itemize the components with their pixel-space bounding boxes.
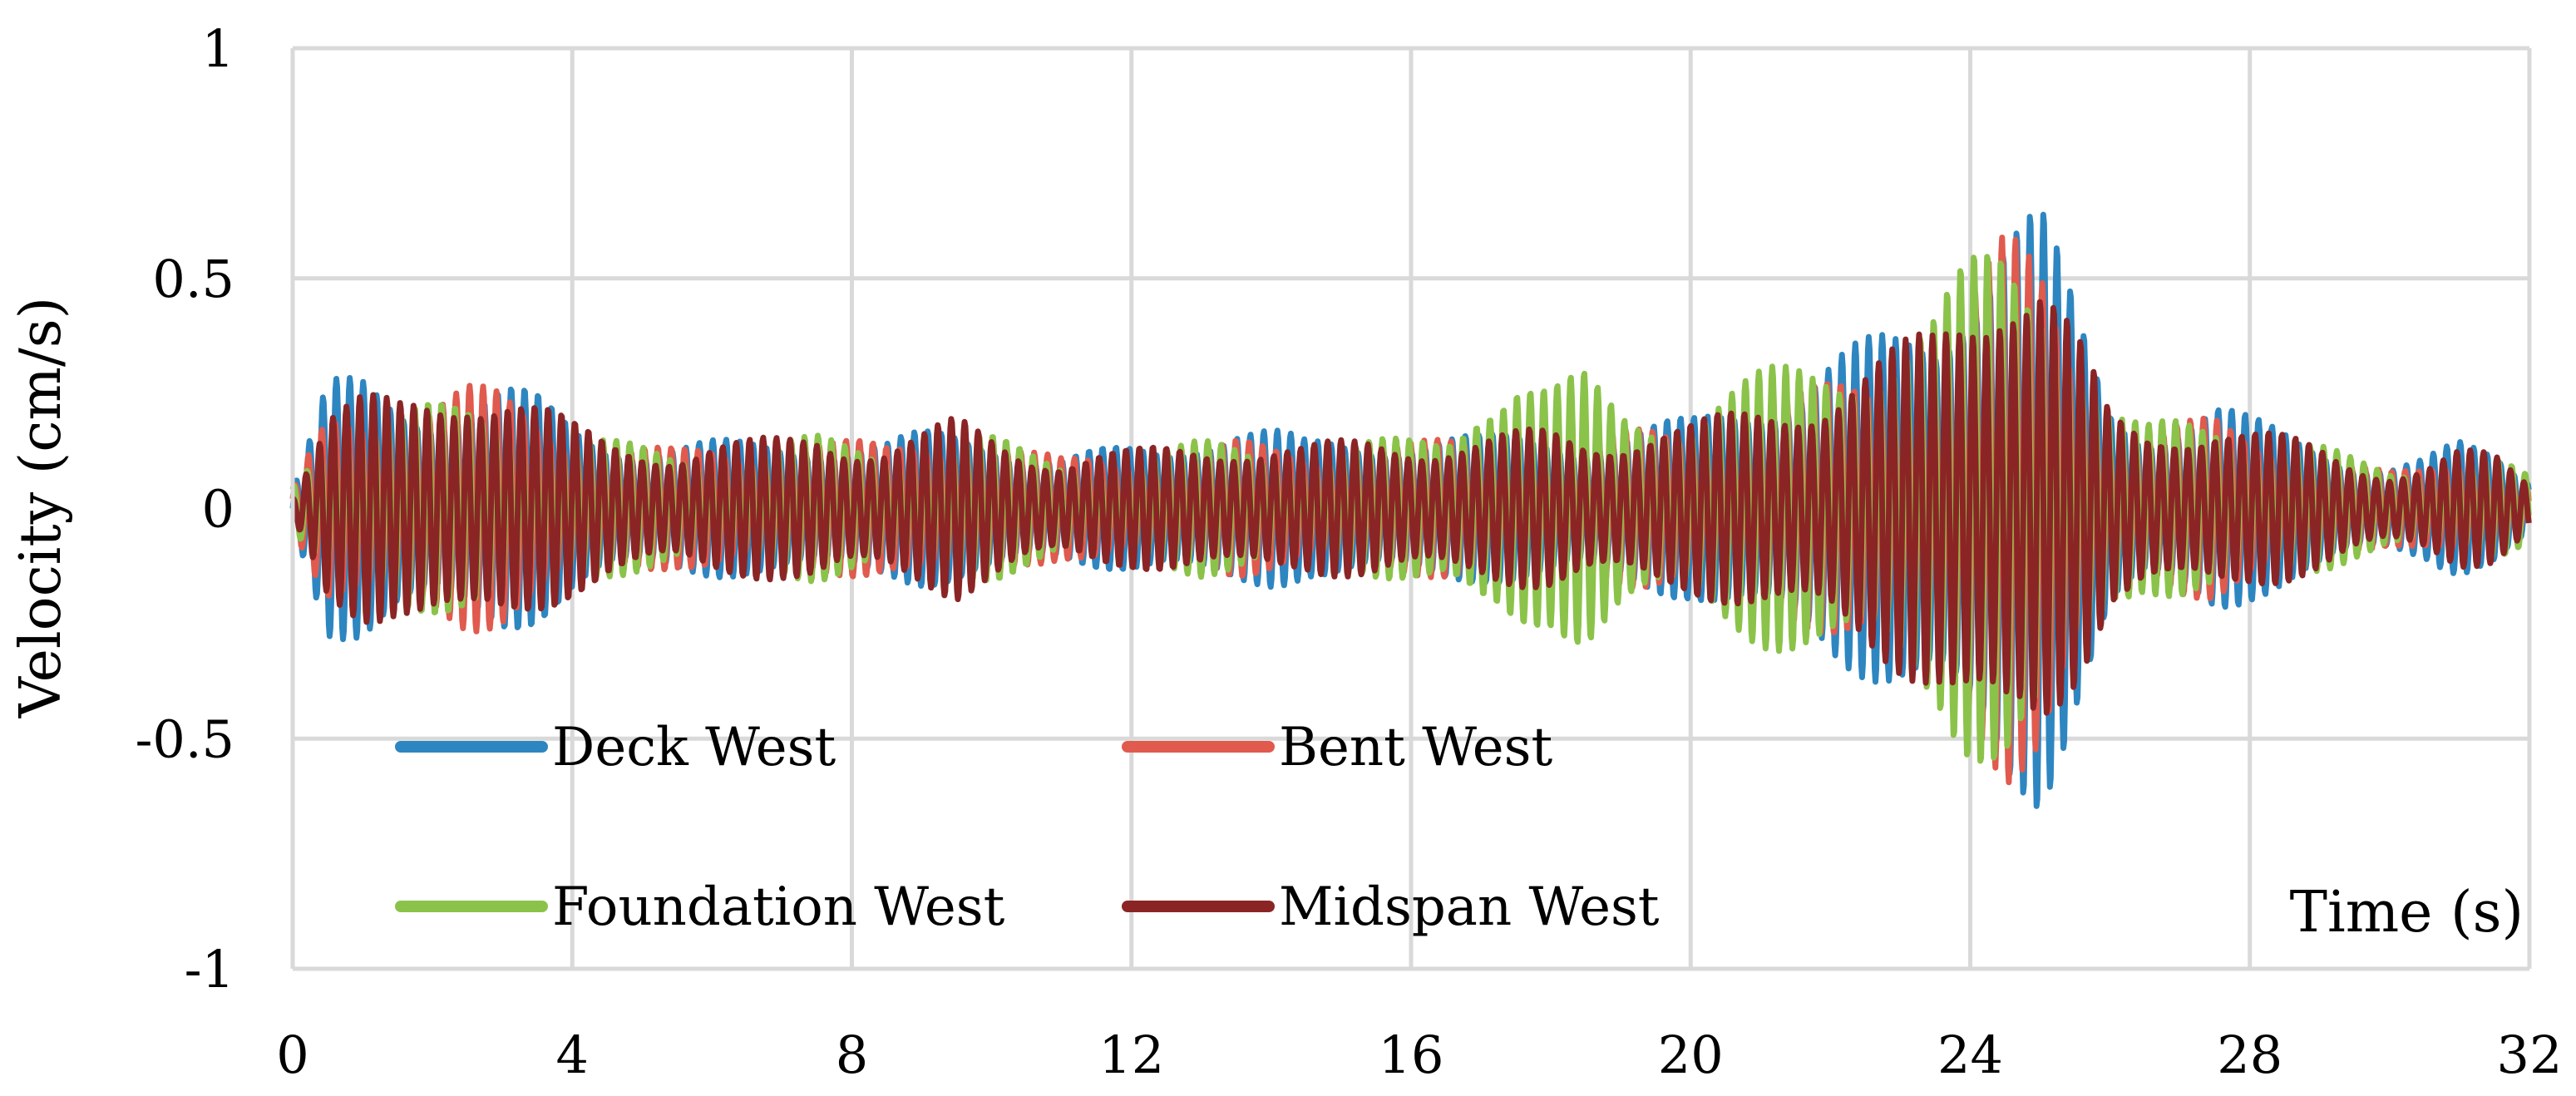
y-tick-label: -1 (185, 939, 234, 1000)
legend-item: Midspan West (1122, 876, 1660, 938)
legend-label: Foundation West (552, 876, 1005, 938)
y-axis-label: Velocity (cm/s) (8, 297, 74, 718)
legend-item: Deck West (395, 717, 836, 778)
y-tick-label: 1 (202, 18, 234, 79)
y-tick-label: 0.5 (152, 249, 234, 309)
legend-item: Bent West (1122, 717, 1552, 778)
x-tick-label: 8 (836, 1024, 868, 1085)
series-line-midspan-west (290, 299, 2532, 716)
x-tick-label: 20 (1658, 1024, 1724, 1085)
x-tick-label: 32 (2497, 1024, 2563, 1085)
x-axis-label: Time (s) (2290, 880, 2524, 945)
x-tick-label: 16 (1379, 1024, 1444, 1085)
x-tick-label: 28 (2217, 1024, 2282, 1085)
x-tick-label: 4 (556, 1024, 589, 1085)
x-tick-label: 12 (1098, 1024, 1164, 1085)
legend-item: Foundation West (395, 876, 1005, 938)
x-tick-label: 24 (1937, 1024, 2003, 1085)
legend-label: Midspan West (1279, 876, 1660, 938)
legend-label: Bent West (1279, 717, 1552, 778)
x-tick-label: 0 (276, 1024, 308, 1085)
legend-label: Deck West (552, 717, 836, 778)
y-tick-label: -0.5 (135, 708, 234, 769)
y-tick-label: 0 (202, 479, 234, 540)
